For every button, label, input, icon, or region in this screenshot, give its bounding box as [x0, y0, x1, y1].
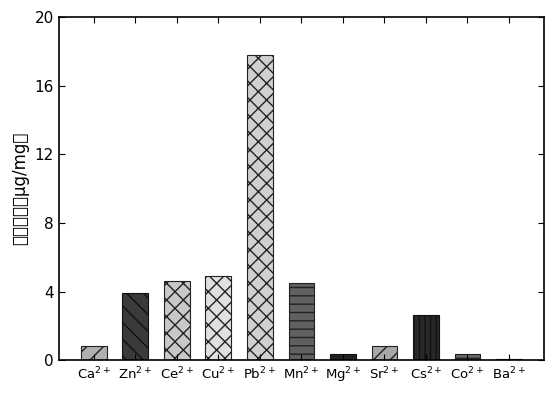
Bar — [289, 283, 314, 360]
Bar — [205, 276, 231, 360]
Bar — [123, 293, 148, 360]
Bar — [413, 315, 439, 360]
Y-axis label: 吸附含量（μg/mg）: 吸附含量（μg/mg） — [11, 132, 29, 246]
Bar — [455, 354, 480, 360]
Bar — [81, 346, 107, 360]
Bar — [496, 359, 522, 360]
Bar — [330, 354, 356, 360]
Bar — [371, 346, 397, 360]
Bar — [164, 281, 190, 360]
Bar — [247, 55, 273, 360]
